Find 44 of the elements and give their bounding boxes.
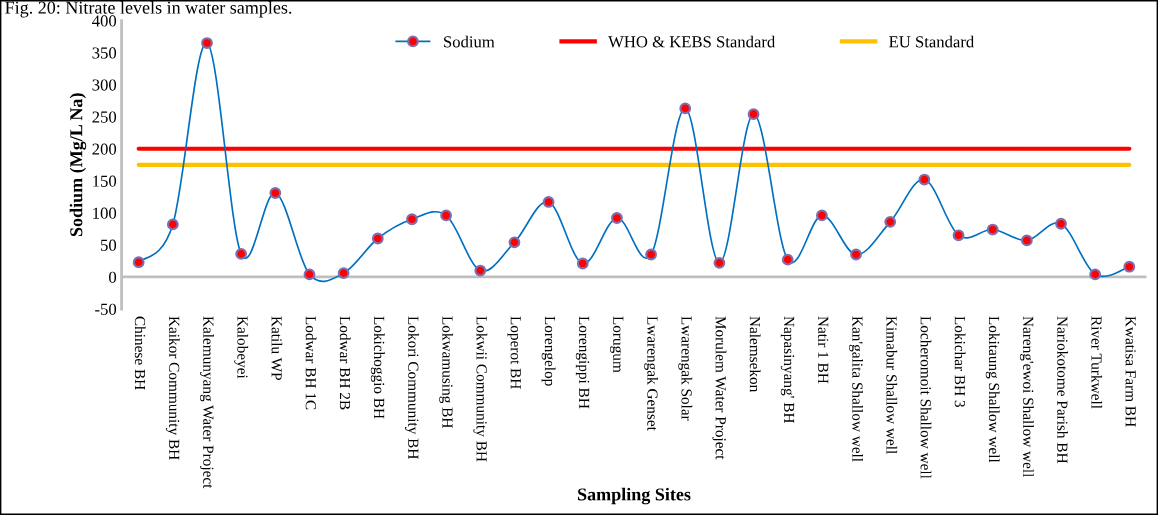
x-tick-label: Lokichar BH 3 <box>954 316 966 407</box>
x-tick-label: Natir 1 BH <box>818 316 829 384</box>
x-tick-label: Kan'galita Shallow well <box>849 316 863 462</box>
x-tick-label: Nalemsekon <box>749 316 761 393</box>
x-tick-label: Loperot BH <box>507 316 521 389</box>
x-tick-label: Kalemunyang Water Project <box>200 316 214 489</box>
y-tick-label: 250 <box>92 111 117 123</box>
y-tick-label: 50 <box>101 239 117 251</box>
x-tick-label: Lokori Community BH <box>405 316 419 459</box>
x-tick-label: Kaikor Community BH <box>165 316 180 460</box>
x-tick-label: Lorengippi BH <box>575 316 590 409</box>
x-axis-title: Sampling Sites <box>578 487 691 505</box>
x-tick-label: Morulem Water Project <box>712 316 727 460</box>
x-tick-label: Lwarengak Solar <box>678 316 693 421</box>
legend-label: EU Standard <box>889 35 975 48</box>
x-tick-label: Nariokotome Parish BH <box>1057 316 1068 464</box>
x-tick-label: Chinese BH <box>134 316 146 390</box>
x-tick-label: Nareng'ewoi Shallow well <box>1019 316 1034 478</box>
legend-label: Sodium <box>444 35 495 48</box>
x-tick-label: Katilu WP <box>271 316 283 380</box>
x-tick-label: Lokichoggio BH <box>370 316 385 419</box>
x-tick-label: Lodwar BH 1C <box>305 316 317 410</box>
x-tick-label: Napasinyang' BH <box>780 316 795 424</box>
y-tick-label: 350 <box>92 47 117 59</box>
x-tick-label: River Turkwell <box>1091 316 1103 409</box>
x-tick-label: Lodwar BH 2B <box>339 316 351 410</box>
y-axis-title: Sodium (Mg/L Na) <box>69 93 87 237</box>
y-tick-label: 300 <box>92 79 117 91</box>
x-tick-label: Kwatisa Farm BH <box>1125 316 1136 427</box>
y-tick-label: 100 <box>93 207 117 219</box>
legend-label: WHO & KEBS Standard <box>608 35 776 48</box>
x-tick-label: Lokitaung Shallow well <box>985 316 1000 463</box>
y-tick-label: 0 <box>109 271 117 283</box>
x-tick-label: Kalobeyei <box>234 316 249 379</box>
x-tick-label: Lwarengak Genset <box>644 316 659 431</box>
y-tick-label: 200 <box>92 143 117 155</box>
x-tick-label: Lorengelop <box>541 316 556 386</box>
x-tick-label: Kimabur Shallow well <box>886 316 898 454</box>
x-tick-label: Locheromoit Shallow well <box>920 316 932 479</box>
y-tick-label: -50 <box>95 303 117 315</box>
x-tick-label: Lokwamusing BH <box>439 316 454 428</box>
x-tick-label: Lokwii Community BH <box>473 316 488 462</box>
x-tick-label: Lorugum <box>610 316 624 373</box>
y-tick-label: 150 <box>93 175 117 187</box>
